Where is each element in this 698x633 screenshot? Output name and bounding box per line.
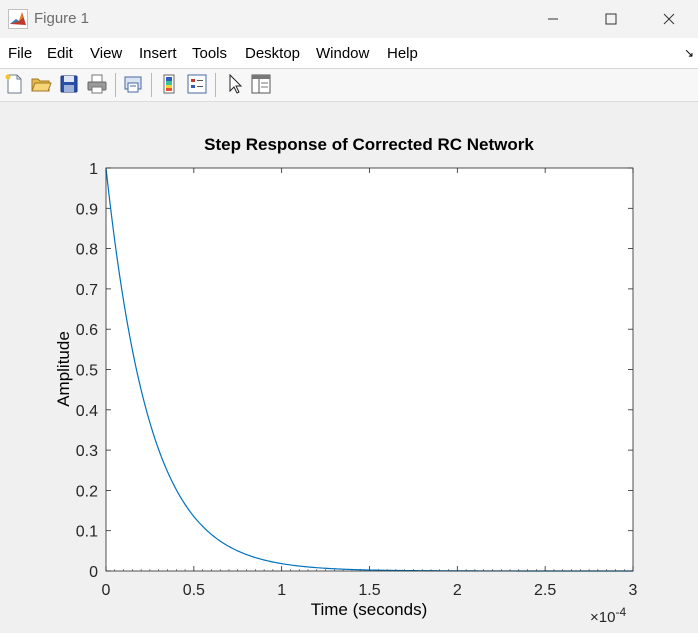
toolbar-separator [115, 73, 116, 97]
y-tick-label: 0.3 [76, 443, 98, 460]
save-icon[interactable] [58, 73, 80, 95]
y-tick-label: 0.8 [76, 242, 98, 259]
y-tick-label: 1 [89, 161, 98, 178]
insert-legend-icon[interactable] [186, 73, 208, 95]
y-tick-label: 0 [89, 564, 98, 581]
menu-edit[interactable]: Edit [47, 45, 73, 62]
toolbar-separator [151, 73, 152, 97]
new-figure-icon[interactable] [3, 73, 25, 95]
title-bar: Figure 1 [0, 0, 698, 38]
y-tick-label: 0.5 [76, 363, 98, 380]
chart-title: Step Response of Corrected RC Network [204, 135, 534, 154]
menu-bar: File Edit View Insert Tools Desktop Wind… [0, 38, 698, 69]
x-tick-label: 2.5 [534, 582, 556, 599]
x-tick-label: 1 [277, 582, 286, 599]
menu-tools[interactable]: Tools [192, 45, 228, 62]
menu-file[interactable]: File [8, 45, 33, 62]
x-tick-label: 1.5 [358, 582, 380, 599]
link-plot-icon[interactable] [122, 73, 144, 95]
y-tick-labels: 0 0.1 0.2 0.3 0.4 0.5 0.6 0.7 0.8 0.9 1 [76, 161, 98, 581]
x-tick-label: 3 [629, 582, 638, 599]
figure-toolbar [0, 69, 698, 102]
matlab-logo-icon [8, 9, 28, 29]
figure-canvas-area: 0 0.1 0.2 0.3 0.4 0.5 0.6 0.7 0.8 0.9 1 0 0.5 1 1.5 2 2… [0, 102, 698, 628]
y-tick-label: 0.6 [76, 322, 98, 339]
maximize-icon [605, 13, 617, 25]
x-exponent-power: -4 [615, 605, 626, 619]
maximize-button[interactable] [588, 4, 634, 34]
property-editor-icon[interactable] [250, 73, 272, 95]
x-tick-label: 0 [102, 582, 111, 599]
menu-window[interactable]: Window [316, 45, 370, 62]
x-axis-label: Time (seconds) [311, 600, 428, 619]
close-button[interactable] [646, 4, 692, 34]
x-tick-label: 0.5 [183, 582, 205, 599]
menu-help[interactable]: Help [387, 45, 418, 62]
window-title: Figure 1 [34, 10, 90, 27]
print-icon[interactable] [86, 73, 108, 95]
minimize-icon [548, 18, 558, 20]
insert-colorbar-icon[interactable] [158, 73, 180, 95]
axes-box [105, 167, 634, 572]
y-tick-label: 0.9 [76, 201, 98, 218]
axes-background [106, 168, 633, 571]
x-tick-labels: 0 0.5 1 1.5 2 2.5 3 [102, 582, 638, 599]
y-tick-label: 0.2 [76, 483, 98, 500]
menu-insert[interactable]: Insert [139, 45, 177, 62]
y-tick-label: 0.7 [76, 282, 98, 299]
x-exponent-base: ×10 [590, 609, 615, 626]
y-tick-label: 0.4 [76, 403, 98, 420]
minimize-button[interactable] [530, 4, 576, 34]
menu-view[interactable]: View [90, 45, 123, 62]
step-response-chart[interactable]: 0 0.1 0.2 0.3 0.4 0.5 0.6 0.7 0.8 0.9 1 0 0.5 1 1.5 2 2… [0, 102, 698, 628]
toolbar-separator [215, 73, 216, 97]
close-icon [663, 13, 675, 25]
x-exponent-label: ×10-4 [590, 605, 626, 626]
y-tick-label: 0.1 [76, 524, 98, 541]
edit-plot-pointer-icon[interactable] [224, 73, 246, 95]
x-tick-label: 2 [453, 582, 462, 599]
menu-desktop[interactable]: Desktop [245, 45, 301, 62]
y-axis-label: Amplitude [54, 331, 73, 407]
open-file-icon[interactable] [30, 73, 52, 95]
dock-figure-icon[interactable]: ↘ [683, 46, 694, 60]
